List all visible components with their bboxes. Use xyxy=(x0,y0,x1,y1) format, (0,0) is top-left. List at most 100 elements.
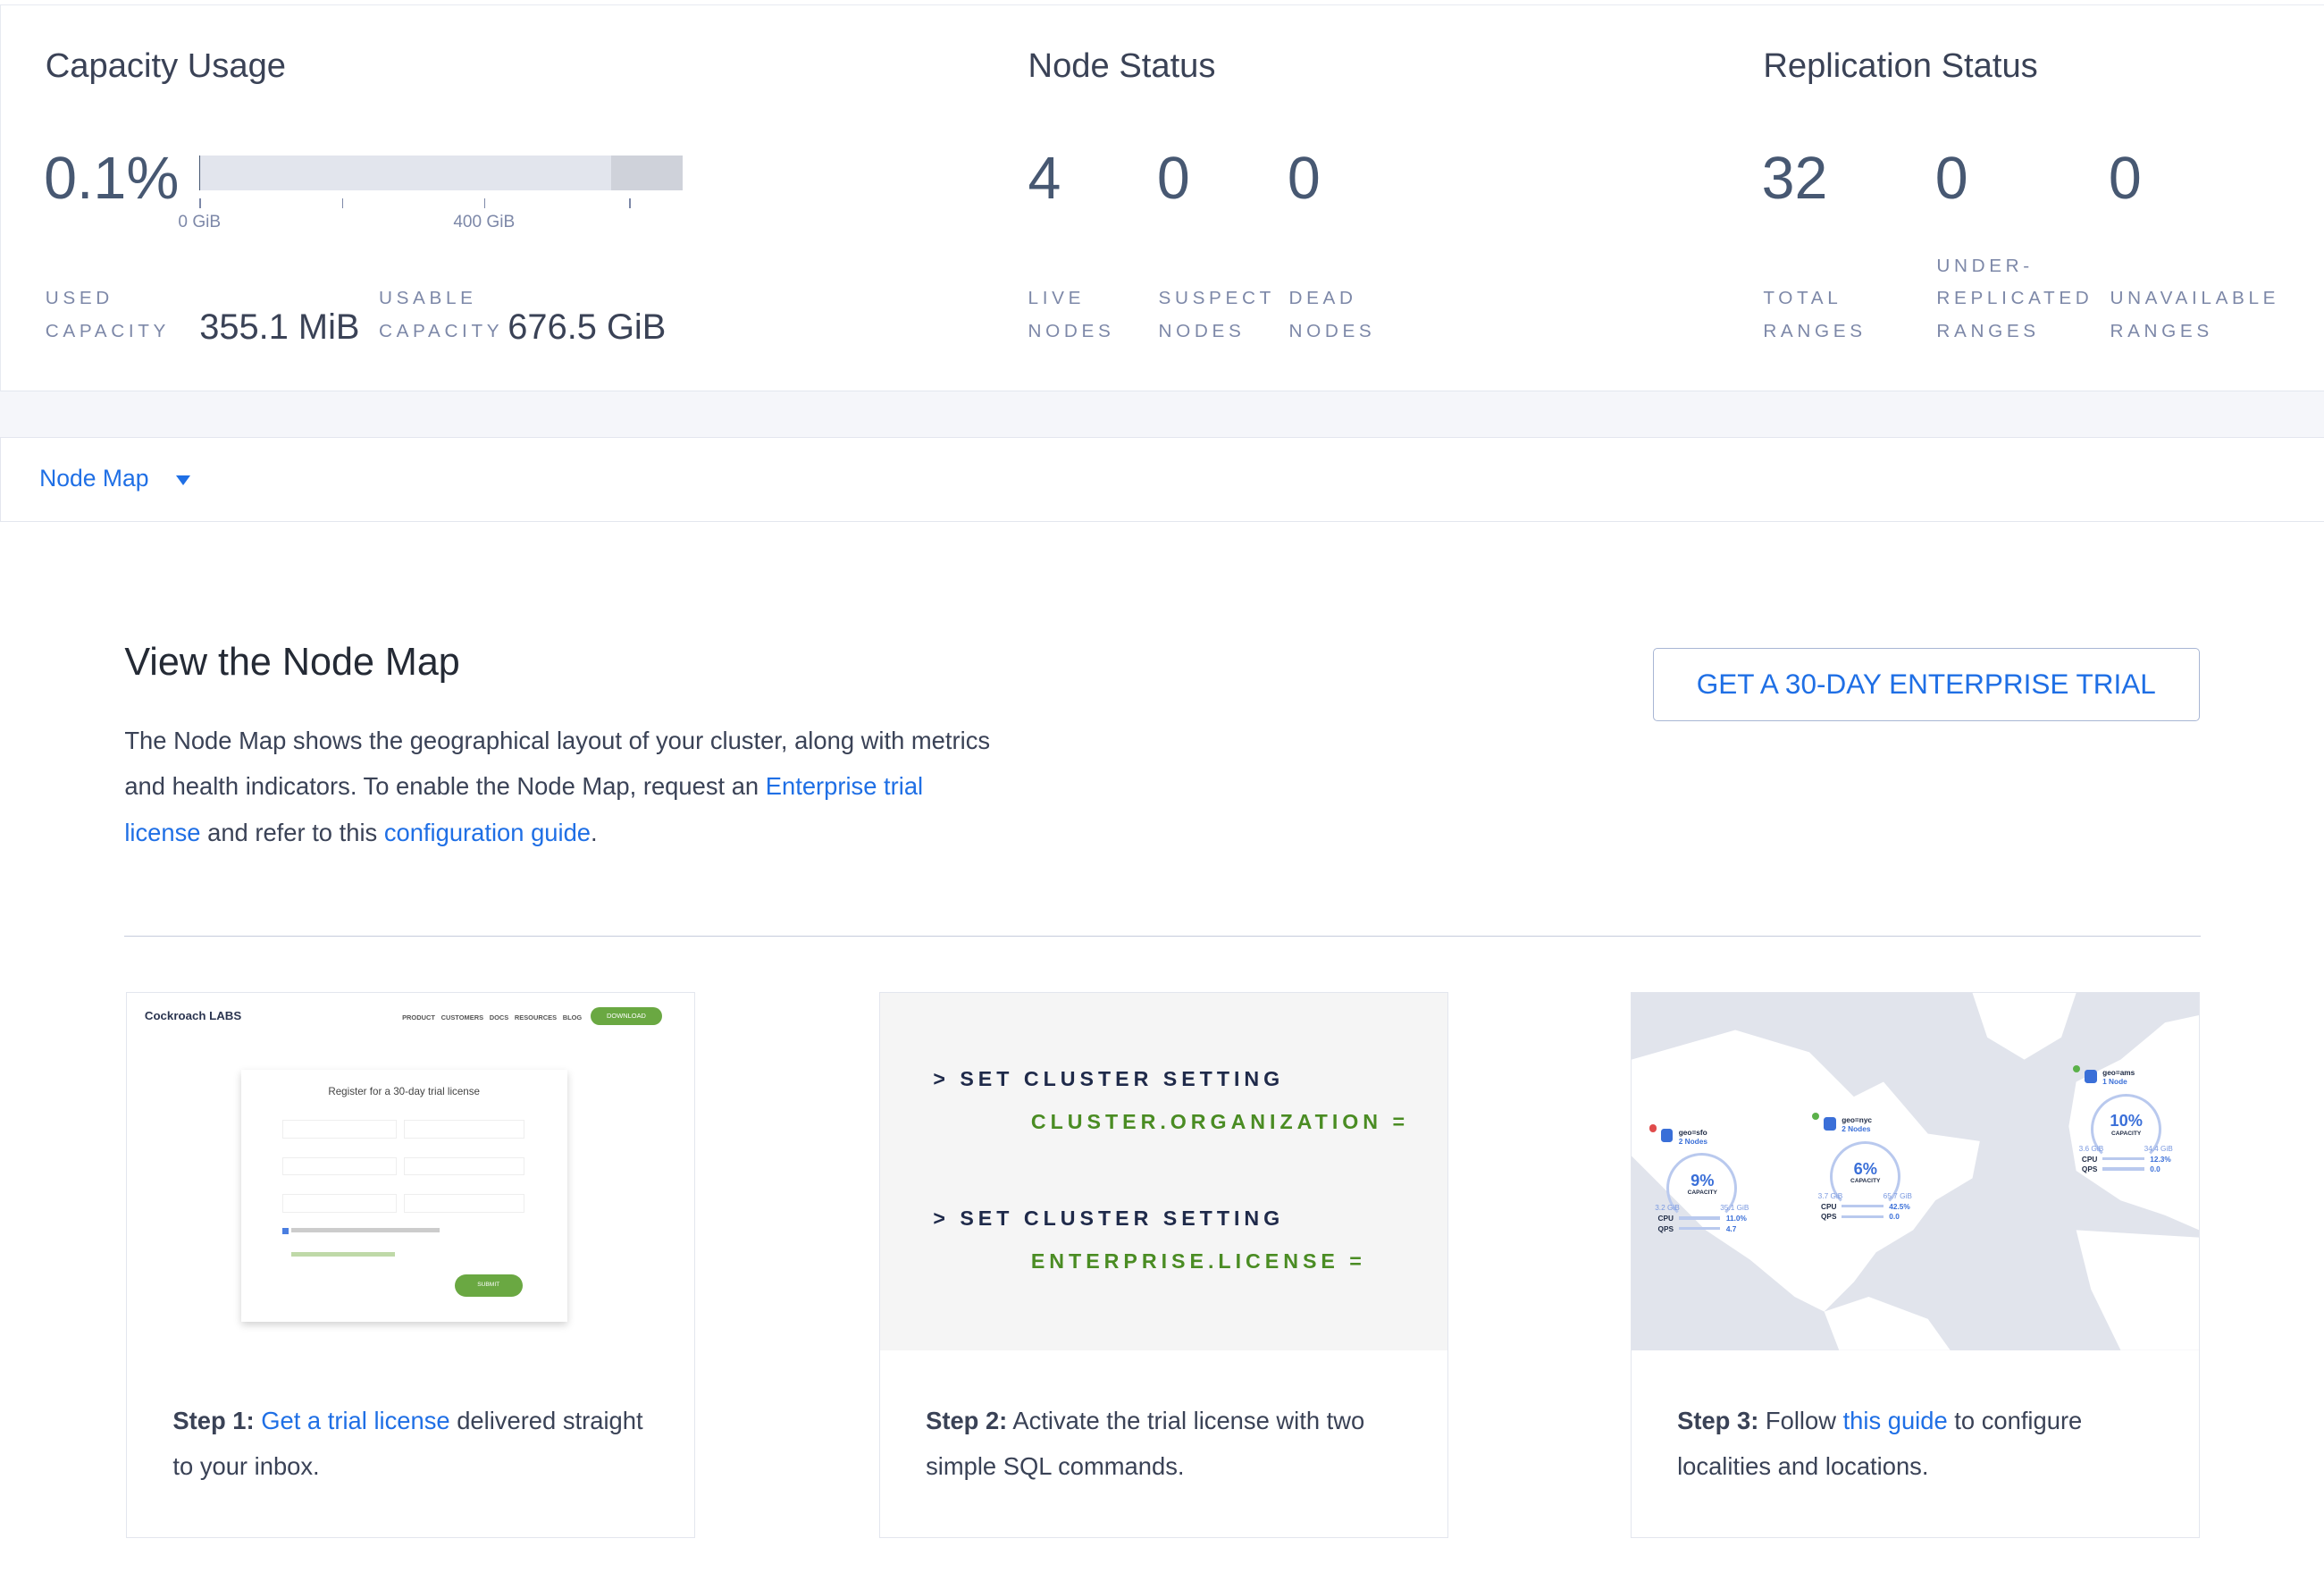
qps-sparkline xyxy=(1842,1215,1884,1218)
capacity-percent: 6% xyxy=(1853,1158,1877,1178)
node-map-description: The Node Map shows the geographical layo… xyxy=(124,726,991,846)
capacity-gauge xyxy=(2090,1093,2161,1164)
step-3-card: geo=sfo 2 Nodes 9% CAPACITY 3.2 GiB 35.1 GiB C… xyxy=(1630,991,2200,1538)
get-trial-license-link[interactable]: Get a trial license xyxy=(261,1406,450,1434)
step-1-caption: Step 1: Get a trial license delivered st… xyxy=(172,1406,643,1480)
configuration-guide-link[interactable]: configuration guide xyxy=(383,818,591,846)
step-2-card: > SET CLUSTER SETTING CLUSTER.ORGANIZATI… xyxy=(878,991,1448,1538)
site-nav-item: PRODUCT xyxy=(402,1013,435,1022)
status-badge-icon xyxy=(1812,1113,1820,1121)
capacity-label: CAPACITY xyxy=(1850,1178,1881,1185)
qps-label: QPS xyxy=(1657,1223,1674,1233)
world-map-land xyxy=(1631,992,2199,1350)
locality-name: geo=ams xyxy=(2102,1068,2135,1078)
qps-value: 0.0 xyxy=(1889,1212,1900,1222)
dashboard-navbar: Node Map xyxy=(0,437,2324,523)
cpu-sparkline xyxy=(1842,1204,1884,1208)
tick xyxy=(483,198,486,209)
capacity-gauge xyxy=(1666,1152,1738,1223)
replication-status-title: Replication Status xyxy=(1763,46,2038,86)
node-map-title: View the Node Map xyxy=(124,640,460,684)
caret-down-icon xyxy=(176,475,191,485)
site-nav-item: CUSTOMERS xyxy=(440,1013,484,1022)
cpu-value: 42.5% xyxy=(1889,1201,1910,1211)
cpu-value: 11.0% xyxy=(1725,1213,1747,1223)
suspect-nodes-count: 0 xyxy=(1156,145,1190,212)
unavailable-ranges-count: 0 xyxy=(2108,145,2142,212)
sql-command: > SET CLUSTER SETTING xyxy=(933,1066,1285,1090)
status-badge-icon xyxy=(2072,1065,2081,1073)
dropdown-label: Node Map xyxy=(39,465,149,492)
cpu-sparkline xyxy=(1678,1216,1721,1220)
usable-capacity-label: USABLE CAPACITY xyxy=(378,288,504,341)
live-nodes-label: LIVE NODES xyxy=(1028,288,1115,341)
section-gap xyxy=(0,391,2324,438)
qps-label: QPS xyxy=(2081,1164,2098,1174)
site-nav-item: RESOURCES xyxy=(514,1013,558,1022)
this-guide-link[interactable]: this guide xyxy=(1842,1406,1948,1434)
capacity-bar-unusable xyxy=(611,155,684,191)
used: 3.7 GiB xyxy=(1817,1191,1843,1200)
locality-nodes: 2 Nodes xyxy=(1678,1136,1707,1146)
locality-name: geo=sfo xyxy=(1678,1127,1707,1137)
capacity-usage-title: Capacity Usage xyxy=(45,46,286,86)
enterprise-trial-license-link[interactable]: Enterprise trial license xyxy=(124,772,924,846)
database-icon xyxy=(2085,1069,2097,1083)
cpu-label: CPU xyxy=(1657,1213,1674,1223)
node-map-preview-image: geo=sfo 2 Nodes 9% CAPACITY 3.2 GiB 35.1 GiB C… xyxy=(1631,992,2199,1350)
under-replicated-ranges-label: UNDER- REPLICATED RANGES xyxy=(1936,255,2093,341)
site-nav-item: DOCS xyxy=(489,1013,509,1022)
usable-capacity-value: 676.5 GiB xyxy=(508,307,667,348)
used-capacity-label: USED CAPACITY xyxy=(45,288,170,341)
submit-pill: SUBMIT xyxy=(454,1274,523,1297)
cluster-summary-panel: Capacity Usage 0.1% 0 GiB 400 GiB USED CA… xyxy=(0,4,2324,392)
tick xyxy=(629,198,631,209)
capacity-bar xyxy=(199,155,684,191)
qps-sparkline xyxy=(2102,1167,2144,1171)
locality-nodes: 2 Nodes xyxy=(1842,1124,1871,1134)
trial-license-screenshot: Cockroach LABS PRODUCT CUSTOMERS DOCS RESOU… xyxy=(127,993,694,1350)
divider xyxy=(124,935,2202,937)
cpu-label: CPU xyxy=(2081,1154,2098,1164)
step-2-caption: Step 2: Activate the trial license with … xyxy=(926,1406,1365,1480)
used: 3.2 GiB xyxy=(1655,1203,1680,1213)
step-1-card: Cockroach LABS PRODUCT CUSTOMERS DOCS RESOU… xyxy=(125,991,696,1538)
dead-nodes-count: 0 xyxy=(1287,145,1321,212)
cpu-label: CPU xyxy=(1820,1201,1837,1211)
register-form: Register for a 30-day trial license SUBM… xyxy=(240,1069,567,1322)
total: 35.1 GiB xyxy=(1720,1203,1749,1213)
used: 3.6 GiB xyxy=(2078,1143,2104,1153)
under-replicated-ranges-count: 0 xyxy=(1934,145,1968,212)
cpu-sparkline xyxy=(2102,1156,2144,1161)
step-3-caption: Step 3: Follow this guide to configure l… xyxy=(1677,1406,2083,1480)
tick-label: 0 GiB xyxy=(178,213,222,232)
total-ranges-count: 32 xyxy=(1761,145,1828,212)
locality-name: geo=nyc xyxy=(1842,1115,1873,1125)
sql-commands-image: > SET CLUSTER SETTING CLUSTER.ORGANIZATI… xyxy=(879,992,1447,1350)
total: 65.7 GiB xyxy=(1883,1191,1912,1200)
tick xyxy=(199,198,201,209)
live-nodes-count: 4 xyxy=(1028,145,1061,212)
database-icon xyxy=(1660,1129,1674,1143)
qps-value: 0.0 xyxy=(2150,1164,2160,1174)
sql-command: > SET CLUSTER SETTING xyxy=(933,1206,1285,1230)
total: 34.4 GiB xyxy=(2144,1143,2173,1153)
capacity-percent: 0.1% xyxy=(44,145,180,212)
suspect-nodes-label: SUSPECT NODES xyxy=(1158,288,1275,341)
site-nav: PRODUCT CUSTOMERS DOCS RESOURCES BLOG xyxy=(402,1013,582,1022)
sql-argument: ENTERPRISE.LICENSE = xyxy=(1030,1248,1366,1273)
form-title: Register for a 30-day trial license xyxy=(328,1086,481,1098)
enterprise-trial-button[interactable]: GET A 30-DAY ENTERPRISE TRIAL xyxy=(1652,647,2200,721)
tick xyxy=(341,198,344,209)
site-nav-item: BLOG xyxy=(562,1013,583,1022)
capacity-percent: 9% xyxy=(1691,1170,1715,1190)
node-map-dropdown[interactable]: Node Map xyxy=(39,465,191,492)
cockroach-labs-logo: Cockroach LABS xyxy=(144,1008,242,1022)
cpu-value: 12.3% xyxy=(2150,1154,2171,1164)
qps-value: 4.7 xyxy=(1725,1223,1737,1233)
sql-argument: CLUSTER.ORGANIZATION = xyxy=(1030,1109,1409,1133)
capacity-label: CAPACITY xyxy=(1687,1190,1717,1197)
database-icon xyxy=(1824,1117,1836,1131)
capacity-label: CAPACITY xyxy=(2110,1130,2142,1137)
